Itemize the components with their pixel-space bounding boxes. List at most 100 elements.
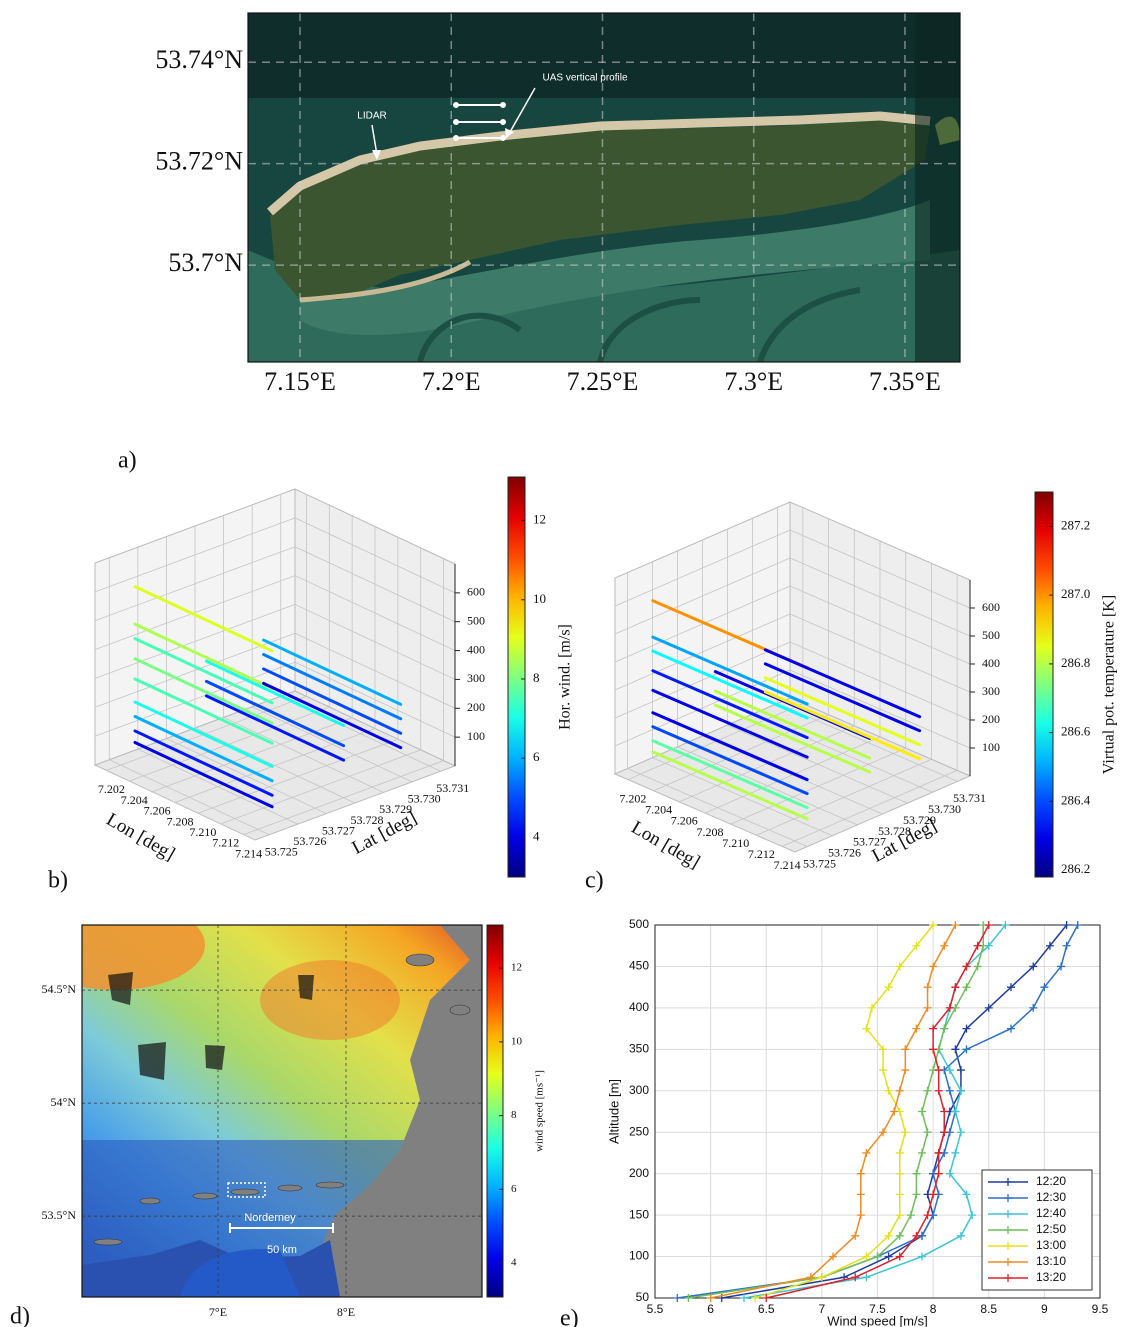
- profile-marker: [1062, 941, 1071, 950]
- profile-marker: [945, 1169, 954, 1178]
- profile-marker: [929, 921, 938, 929]
- profile-marker: [940, 941, 949, 950]
- x-tick-label: 7.212: [748, 847, 775, 861]
- colorbar-tick-label: 6: [511, 1183, 517, 1195]
- legend-label: 12:30: [1036, 1190, 1066, 1204]
- flight-leg: [133, 622, 274, 690]
- z-tick-label: 100: [982, 740, 1000, 754]
- x-tick-label: 7.5: [869, 1302, 886, 1316]
- y-tick-label: 53.731: [436, 781, 469, 795]
- y-tick-label: 53.72°N: [155, 147, 243, 176]
- legend-marker: [1004, 1178, 1012, 1186]
- x-axis-label: Wind speed [m/s]: [827, 1313, 927, 1327]
- profile-marker: [929, 962, 938, 971]
- z-tick-label: 600: [467, 585, 485, 599]
- y-axis-label: Altitude [m]: [606, 1079, 621, 1144]
- grid-line: [223, 717, 384, 793]
- profile-marker: [806, 1273, 815, 1282]
- profile-marker: [912, 1169, 921, 1178]
- grid-line: [251, 706, 413, 783]
- legend-label: 12:40: [1036, 1206, 1066, 1220]
- colorbar-tick-label: 287.2: [1061, 517, 1090, 532]
- z-tick-label: 500: [982, 628, 1000, 642]
- grid-line: [614, 613, 791, 691]
- annotation: Norderney: [244, 1212, 296, 1224]
- profile-marker: [918, 1107, 926, 1116]
- colorbar-tick-label: 286.6: [1061, 724, 1091, 739]
- colorbar-tick-label: 4: [533, 828, 540, 843]
- profile-marker: [923, 983, 932, 992]
- colorbar-tick-label: 10: [511, 1035, 523, 1047]
- profile-marker: [817, 1273, 826, 1282]
- flight-leg: [763, 690, 922, 761]
- profile-marker: [856, 1190, 865, 1199]
- y-tick-label: 54°N: [51, 1095, 77, 1109]
- y-tick-label: 200: [629, 1166, 649, 1180]
- z-tick-label: 500: [467, 613, 485, 627]
- profile-marker: [751, 1294, 760, 1302]
- y-tick-label: 53.729: [903, 813, 936, 827]
- profile-marker: [945, 1003, 954, 1012]
- y-tick-label: 400: [629, 1000, 649, 1014]
- annotation: UAS vertical profile: [542, 73, 627, 84]
- flight-leg: [133, 700, 274, 768]
- profile-marker: [956, 1231, 965, 1240]
- flight-leg: [651, 688, 809, 759]
- profile-marker: [918, 1148, 926, 1157]
- flight-leg: [262, 667, 403, 735]
- profile-marker: [968, 1211, 977, 1220]
- profile-marker: [951, 1045, 960, 1054]
- x-tick-label: 7°E: [209, 1305, 227, 1319]
- x-tick-label: 7.202: [98, 782, 125, 796]
- legend-marker: [1004, 1242, 1012, 1250]
- grid-line: [109, 759, 270, 836]
- legend-label: 13:20: [1036, 1270, 1066, 1284]
- profile-marker: [740, 1294, 748, 1302]
- colorbar: [1034, 491, 1054, 878]
- flight-leg: [204, 679, 346, 748]
- annotation: LIDAR: [357, 111, 386, 122]
- grid-line: [789, 613, 971, 693]
- flight-leg: [133, 677, 274, 745]
- profile-marker: [929, 1045, 938, 1054]
- x-tick-label: 7.3°E: [724, 367, 783, 396]
- profile-marker: [923, 1086, 932, 1095]
- annotation: 50 km: [267, 1244, 297, 1256]
- plot-frame: [654, 924, 1101, 1299]
- profile-marker: [901, 1128, 910, 1137]
- wind-map: [82, 925, 482, 1297]
- profile-marker: [940, 1024, 949, 1033]
- profile-marker: [851, 1273, 860, 1282]
- colorbar: [486, 924, 504, 1298]
- legend-label: 12:50: [1036, 1222, 1066, 1236]
- profile-marker: [895, 1169, 904, 1178]
- x-tick-label: 7.35°E: [869, 367, 941, 396]
- profile-marker: [956, 1066, 965, 1075]
- y-tick-label: 300: [629, 1083, 649, 1097]
- profile-marker: [901, 1045, 910, 1054]
- flight-leg: [651, 725, 809, 796]
- profile-marker: [929, 1024, 938, 1033]
- x-tick-label: 7.206: [144, 804, 171, 818]
- profile-marker: [912, 941, 921, 950]
- colorbar-tick-label: 10: [533, 591, 546, 606]
- grid-line: [94, 546, 296, 622]
- profile-marker: [884, 1086, 893, 1095]
- flight-leg: [651, 739, 809, 810]
- y-tick-label: 53.725: [803, 856, 836, 870]
- colorbar-tick-label: 6: [533, 749, 540, 764]
- y-tick-label: 50: [636, 1290, 650, 1304]
- y-tick-label: 53.729: [379, 802, 412, 816]
- legend-label: 13:00: [1036, 1238, 1066, 1252]
- satellite-image: [248, 13, 960, 362]
- z-tick-label: 600: [982, 600, 1000, 614]
- panel-label: e): [560, 1306, 579, 1327]
- colorbar-tick-label: 287.0: [1061, 586, 1090, 601]
- profile-marker: [934, 1066, 943, 1075]
- profile-marker: [1045, 941, 1054, 950]
- profile-marker: [1057, 962, 1066, 971]
- profile-marker: [862, 1273, 871, 1282]
- profile-marker: [956, 1128, 965, 1137]
- flight-leg: [204, 694, 346, 762]
- x-tick-label: 7.15°E: [264, 367, 336, 396]
